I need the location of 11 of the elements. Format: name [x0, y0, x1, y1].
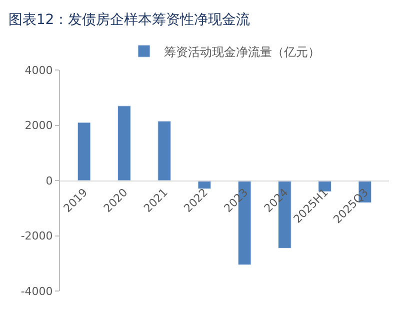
bar	[77, 122, 91, 181]
y-tick-label: -2000	[20, 230, 53, 243]
bar	[198, 180, 212, 190]
legend-label: 筹资活动现金净流量（亿元）	[164, 44, 320, 59]
y-tick-label: 4000	[24, 64, 53, 77]
y-tick-label: 2000	[24, 119, 53, 132]
y-tick-label: -4000	[20, 284, 53, 298]
chart-title: 图表12：发债房企样本筹资性净现金流	[8, 12, 250, 28]
bar	[158, 120, 171, 181]
bar	[118, 106, 131, 181]
y-tick-label: 0	[46, 174, 53, 188]
